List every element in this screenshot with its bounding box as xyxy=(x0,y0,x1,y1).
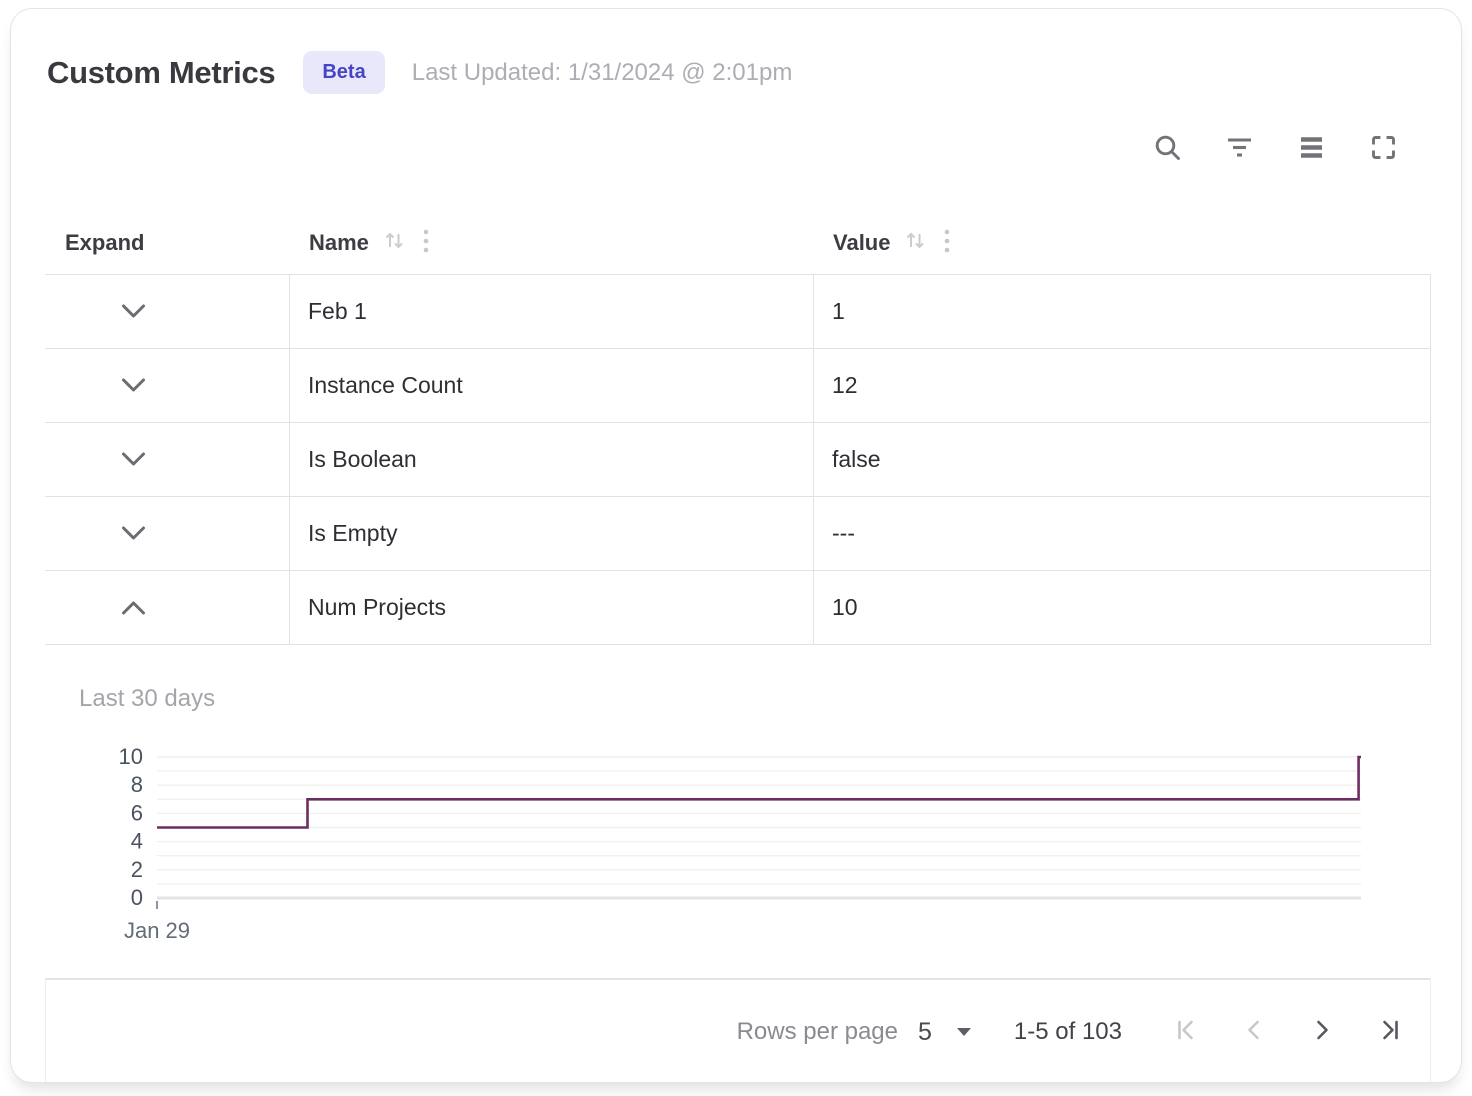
expand-chevron-icon[interactable] xyxy=(120,451,147,468)
last-page-icon xyxy=(1377,1017,1403,1048)
density-button[interactable] xyxy=(1295,131,1327,163)
metric-name: Is Boolean xyxy=(308,446,417,472)
table-row: Feb 1 1 xyxy=(45,274,1430,348)
column-header-expand: Expand xyxy=(45,230,289,256)
metrics-table: Expand Name Value Feb 1 1 xyxy=(45,212,1431,645)
column-label: Value xyxy=(833,230,891,255)
rows-per-page-value: 5 xyxy=(918,1017,932,1046)
column-header-value[interactable]: Value xyxy=(813,228,1431,259)
metric-value: --- xyxy=(832,520,855,546)
last-updated-text: Last Updated: 1/31/2024 @ 2:01pm xyxy=(411,58,793,86)
table-header-row: Expand Name Value xyxy=(45,212,1431,274)
pagination-footer: Rows per page 5 1-5 of 103 xyxy=(45,978,1431,1082)
value-cell: 12 xyxy=(813,349,1430,422)
table-toolbar xyxy=(1151,131,1399,163)
column-menu-icon[interactable] xyxy=(422,228,430,259)
column-label: Name xyxy=(309,230,369,255)
expand-cell xyxy=(45,497,289,570)
first-page-icon xyxy=(1173,1017,1199,1048)
page-title: Custom Metrics xyxy=(47,54,276,90)
pagination-nav xyxy=(1172,1018,1404,1046)
rows-per-page-select[interactable]: 5 xyxy=(918,1018,972,1047)
fullscreen-icon xyxy=(1368,132,1399,163)
expand-chevron-icon[interactable] xyxy=(120,599,147,616)
name-cell: Feb 1 xyxy=(289,275,813,348)
filter-icon xyxy=(1224,132,1255,163)
svg-text:2: 2 xyxy=(131,857,143,882)
svg-text:6: 6 xyxy=(131,800,143,825)
caret-down-icon xyxy=(956,1027,972,1037)
expand-chevron-icon[interactable] xyxy=(120,303,147,320)
density-icon xyxy=(1296,132,1327,163)
name-cell: Is Boolean xyxy=(289,423,813,496)
table-row: Num Projects 10 xyxy=(45,570,1430,644)
svg-text:8: 8 xyxy=(131,772,143,797)
svg-text:0: 0 xyxy=(131,885,143,910)
metric-name: Instance Count xyxy=(308,372,463,398)
next-page-icon xyxy=(1309,1017,1335,1048)
table-row: Is Boolean false xyxy=(45,422,1430,496)
name-cell: Is Empty xyxy=(289,497,813,570)
metric-name: Is Empty xyxy=(308,520,398,546)
sort-icon[interactable] xyxy=(904,229,927,257)
next-page-button[interactable] xyxy=(1308,1018,1336,1046)
last-page-button[interactable] xyxy=(1376,1018,1404,1046)
expand-cell xyxy=(45,349,289,422)
metric-value: false xyxy=(832,446,881,472)
custom-metrics-card: Custom Metrics Beta Last Updated: 1/31/2… xyxy=(10,8,1462,1083)
search-button[interactable] xyxy=(1151,131,1183,163)
previous-page-button[interactable] xyxy=(1240,1018,1268,1046)
expand-chevron-icon[interactable] xyxy=(120,377,147,394)
table-row: Instance Count 12 xyxy=(45,348,1430,422)
value-cell: 10 xyxy=(813,571,1430,644)
fullscreen-button[interactable] xyxy=(1367,131,1399,163)
column-label: Expand xyxy=(65,230,145,255)
header: Custom Metrics Beta Last Updated: 1/31/2… xyxy=(47,51,792,94)
table-body: Feb 1 1 Instance Count 12 Is Boolean fal… xyxy=(45,274,1431,645)
metric-value: 1 xyxy=(832,298,845,324)
svg-text:Jan 29: Jan 29 xyxy=(124,918,190,939)
first-page-button[interactable] xyxy=(1172,1018,1200,1046)
value-cell: false xyxy=(813,423,1430,496)
metric-value: 10 xyxy=(832,594,858,620)
column-menu-icon[interactable] xyxy=(943,228,951,259)
expand-cell xyxy=(45,571,289,644)
beta-badge: Beta xyxy=(303,51,385,94)
sort-icon[interactable] xyxy=(383,229,406,257)
previous-page-icon xyxy=(1241,1017,1267,1048)
expand-chevron-icon[interactable] xyxy=(120,525,147,542)
metric-sparkline-chart: 0 2 4 6 8 10 Jan 29 xyxy=(45,737,1385,944)
search-icon xyxy=(1152,132,1183,163)
value-cell: 1 xyxy=(813,275,1430,348)
column-header-name[interactable]: Name xyxy=(289,228,813,259)
filter-button[interactable] xyxy=(1223,131,1255,163)
expand-cell xyxy=(45,275,289,348)
value-cell: --- xyxy=(813,497,1430,570)
table-row: Is Empty --- xyxy=(45,496,1430,570)
name-cell: Num Projects xyxy=(289,571,813,644)
svg-text:10: 10 xyxy=(119,744,143,769)
pagination-range: 1-5 of 103 xyxy=(1013,1018,1122,1045)
metric-name: Feb 1 xyxy=(308,298,367,324)
metric-value: 12 xyxy=(832,372,858,398)
rows-per-page-label: Rows per page xyxy=(736,1018,898,1045)
metric-name: Num Projects xyxy=(308,594,447,620)
expand-cell xyxy=(45,423,289,496)
svg-text:4: 4 xyxy=(131,829,143,854)
name-cell: Instance Count xyxy=(289,349,813,422)
metric-chart-svg: 0 2 4 6 8 10 Jan 29 xyxy=(119,744,1361,943)
detail-panel-title: Last 30 days xyxy=(79,685,216,712)
